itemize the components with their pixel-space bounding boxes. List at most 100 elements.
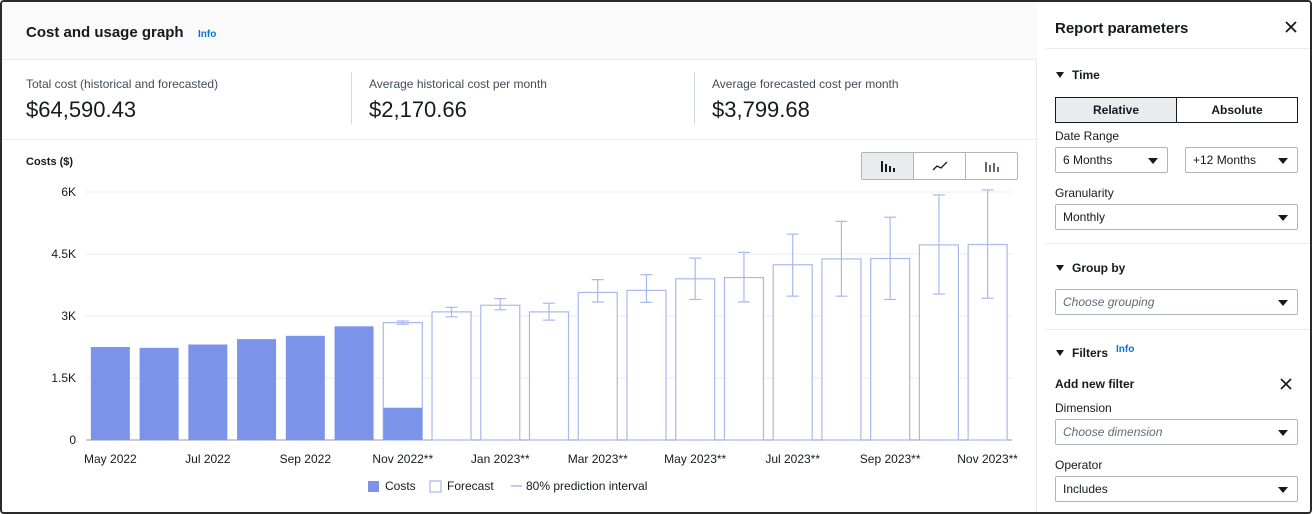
- stat-label: Average historical cost per month: [369, 77, 547, 91]
- info-link[interactable]: Info: [198, 29, 217, 40]
- stat-total-cost: Total cost (historical and forecasted) $…: [26, 68, 346, 132]
- caret-down-icon: [1056, 265, 1064, 271]
- legend-swatch-forecast: [429, 480, 442, 493]
- date-range-future-select[interactable]: +12 Months: [1185, 147, 1298, 173]
- x-tick-label: Mar 2023**: [568, 452, 628, 466]
- y-tick-label: 1.5K: [51, 371, 76, 385]
- caret-down-icon: [1056, 72, 1064, 78]
- granularity-select[interactable]: Monthly: [1055, 204, 1298, 230]
- caret-down-icon: [1278, 158, 1288, 164]
- select-value: +12 Months: [1193, 153, 1257, 167]
- section-label: Time: [1072, 68, 1100, 82]
- time-mode-segmented: Relative Absolute: [1055, 97, 1298, 123]
- legend-label-costs: Costs: [385, 479, 416, 493]
- date-range-past-select[interactable]: 6 Months: [1055, 147, 1168, 173]
- forecast-bar: [626, 289, 667, 441]
- line-chart-icon: [932, 161, 947, 171]
- select-value: Monthly: [1063, 210, 1106, 224]
- group-by-select[interactable]: Choose grouping: [1055, 289, 1298, 315]
- date-range-label: Date Range: [1055, 129, 1120, 143]
- stacked-bar-chart-icon: [984, 162, 999, 172]
- forecast-bar: [480, 304, 521, 441]
- select-value: Includes: [1063, 482, 1108, 496]
- time-section-toggle[interactable]: Time: [1056, 68, 1100, 82]
- absolute-button[interactable]: Absolute: [1211, 103, 1263, 117]
- cost-usage-panel: Cost and usage graph Info Total cost (hi…: [2, 2, 1037, 512]
- stacked-bar-chart-button[interactable]: [966, 153, 1017, 179]
- forecast-bar: [675, 278, 716, 441]
- select-placeholder: Choose grouping: [1063, 295, 1155, 309]
- x-tick-label: Nov 2022**: [372, 452, 433, 466]
- granularity-label: Granularity: [1055, 186, 1114, 200]
- forecast-bar: [577, 291, 618, 441]
- cost-bar-chart: 0 1.5K 3K 4.5K 6K May 2022 Jul 2022 Sep 2022 Nov…: [51, 185, 1018, 493]
- legend-label-interval: 80% prediction interval: [526, 479, 647, 493]
- y-tick-label: 6K: [61, 185, 76, 199]
- select-value: 6 Months: [1063, 153, 1113, 167]
- bar-chart-icon: [880, 161, 895, 172]
- stat-avg-historical: Average historical cost per month $2,170…: [369, 68, 689, 132]
- report-parameters-panel: Report parameters Time Relative Absolute…: [1038, 2, 1310, 512]
- divider: [1046, 243, 1310, 244]
- forecast-bar: [528, 311, 570, 441]
- filters-info-link[interactable]: Info: [1116, 343, 1135, 355]
- forecast-bar: [723, 276, 765, 441]
- cost-bar: [334, 326, 374, 440]
- select-placeholder: Choose dimension: [1063, 425, 1163, 439]
- caret-down-icon: [1278, 430, 1288, 436]
- caret-down-icon: [1278, 300, 1288, 306]
- chart-y-title: Costs ($): [26, 156, 74, 168]
- y-tick-label: 3K: [61, 309, 76, 323]
- remove-filter-icon[interactable]: [1279, 377, 1293, 391]
- stat-value: $3,799.68: [712, 97, 810, 122]
- divider: [2, 139, 1037, 140]
- legend-swatch-costs: [368, 481, 379, 492]
- caret-down-icon: [1278, 215, 1288, 221]
- section-label: Group by: [1072, 261, 1126, 275]
- caret-down-icon: [1278, 487, 1288, 493]
- stat-label: Average forecasted cost per month: [712, 77, 899, 91]
- dimension-select[interactable]: Choose dimension: [1055, 419, 1298, 445]
- x-tick-label: Sep 2022: [280, 452, 332, 466]
- dimension-label: Dimension: [1055, 401, 1112, 415]
- stat-value: $64,590.43: [26, 97, 137, 122]
- stat-divider: [694, 72, 695, 124]
- divider: [1046, 329, 1310, 330]
- legend-label-forecast: Forecast: [447, 479, 494, 493]
- caret-down-icon: [1056, 350, 1064, 356]
- stat-divider: [351, 72, 352, 124]
- cost-bar: [237, 339, 277, 440]
- stat-avg-forecast: Average forecasted cost per month $3,799…: [712, 68, 1032, 132]
- report-parameters-title: Report parameters: [1055, 20, 1189, 37]
- stat-label: Total cost (historical and forecasted): [26, 77, 219, 91]
- bar-chart-button[interactable]: [862, 153, 914, 179]
- x-tick-label: Jan 2023**: [471, 452, 530, 466]
- cost-bar: [383, 407, 423, 440]
- x-tick-label: Nov 2023**: [957, 452, 1018, 466]
- stat-value: $2,170.66: [369, 97, 467, 122]
- operator-label: Operator: [1055, 458, 1103, 472]
- forecast-bar: [431, 311, 472, 441]
- cost-bar: [139, 347, 179, 440]
- close-icon[interactable]: [1283, 19, 1299, 35]
- group-by-section-toggle[interactable]: Group by: [1056, 261, 1125, 275]
- add-filter-label: Add new filter: [1055, 377, 1135, 391]
- panel-header: Cost and usage graph Info: [2, 2, 1037, 60]
- caret-down-icon: [1148, 158, 1158, 164]
- x-tick-label: Jul 2023**: [765, 452, 820, 466]
- x-tick-label: Jul 2022: [185, 452, 231, 466]
- operator-select[interactable]: Includes: [1055, 476, 1298, 502]
- panel-title: Cost and usage graph: [26, 24, 184, 41]
- y-tick-label: 0: [69, 433, 76, 447]
- divider: [1046, 48, 1310, 49]
- x-tick-label: May 2023**: [664, 452, 726, 466]
- x-tick-label: May 2022: [84, 452, 137, 466]
- y-tick-label: 4.5K: [51, 247, 76, 261]
- line-chart-button[interactable]: [914, 153, 966, 179]
- section-label: Filters: [1072, 346, 1109, 360]
- relative-button[interactable]: Relative: [1056, 98, 1177, 122]
- chart-type-toggle: [861, 152, 1018, 180]
- filters-section-toggle[interactable]: Filters Info: [1056, 343, 1135, 360]
- cost-bar: [285, 335, 325, 440]
